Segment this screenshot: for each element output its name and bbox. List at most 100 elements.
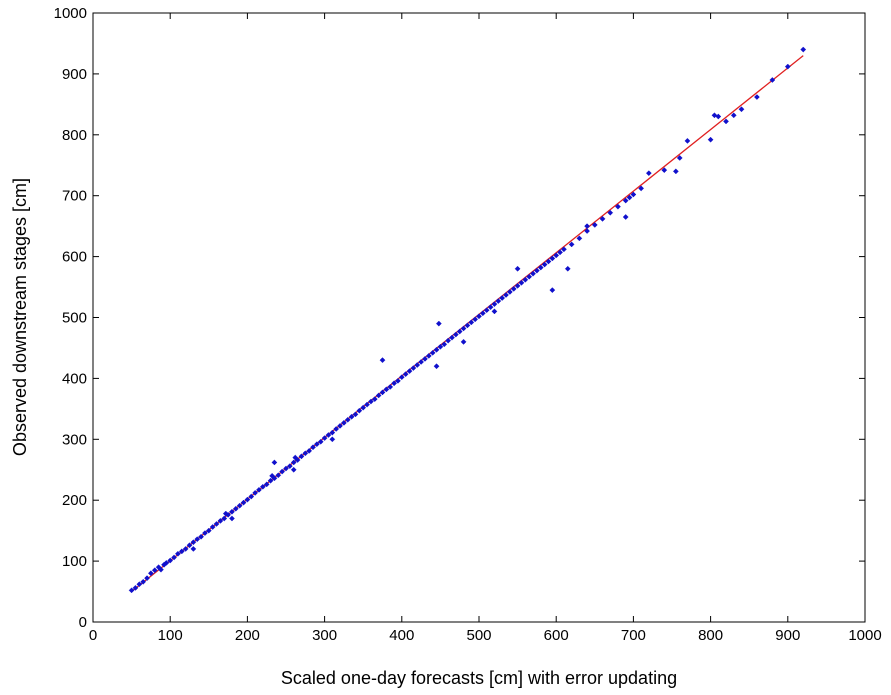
data-point: [645, 170, 652, 177]
data-point: [198, 533, 204, 540]
y-tick-label: 200: [62, 492, 87, 509]
data-point: [449, 334, 455, 341]
data-point: [271, 475, 278, 482]
data-point: [530, 270, 536, 277]
y-tick-label: 500: [62, 310, 87, 327]
x-tick-label: 900: [775, 627, 800, 644]
data-point: [402, 371, 409, 378]
data-point: [232, 505, 239, 512]
data-point: [622, 197, 629, 204]
data-point: [175, 550, 181, 557]
data-point: [522, 276, 529, 283]
data-point: [360, 404, 367, 411]
x-tick-label: 1000: [848, 627, 881, 644]
data-point: [321, 435, 328, 441]
data-point: [418, 359, 424, 365]
data-point: [541, 261, 548, 268]
data-point: [661, 167, 668, 174]
data-point: [561, 246, 567, 253]
data-point: [325, 432, 332, 438]
data-point: [398, 374, 405, 381]
data-point: [622, 214, 629, 220]
data-point: [495, 298, 502, 304]
data-point: [341, 419, 347, 426]
data-point: [599, 215, 606, 222]
data-point: [348, 413, 355, 420]
data-point: [510, 285, 517, 292]
data-point: [676, 155, 683, 161]
data-point: [259, 483, 266, 490]
data-point: [514, 265, 521, 272]
y-tick-label: 400: [62, 370, 87, 387]
data-point: [290, 466, 297, 473]
data-point: [256, 486, 262, 493]
data-point: [564, 265, 571, 272]
data-point: [294, 457, 301, 463]
y-axis-label: Observed downstream stages [cm]: [10, 178, 30, 456]
data-point: [240, 499, 247, 506]
data-point: [283, 465, 289, 472]
data-point: [221, 515, 228, 522]
data-point: [534, 267, 540, 274]
data-point: [178, 548, 185, 555]
points-layer: [128, 46, 807, 594]
data-point: [707, 136, 714, 143]
data-point: [333, 426, 340, 432]
data-point: [379, 389, 386, 396]
y-tick-label: 1000: [54, 5, 87, 22]
data-point: [491, 301, 498, 307]
data-point: [460, 338, 467, 345]
data-point: [472, 316, 479, 323]
y-tick-label: 700: [62, 188, 87, 205]
data-point: [514, 282, 521, 289]
data-point: [491, 308, 498, 315]
data-point: [202, 530, 208, 536]
data-point: [435, 320, 442, 327]
data-point: [607, 209, 614, 216]
data-point: [302, 450, 309, 457]
data-point: [406, 368, 413, 374]
x-tick-label: 100: [158, 627, 183, 644]
data-point: [452, 331, 459, 338]
data-point: [422, 356, 428, 362]
data-point: [290, 459, 297, 466]
data-point: [723, 118, 729, 125]
data-point: [730, 112, 737, 119]
data-point: [279, 468, 286, 475]
data-point: [549, 287, 556, 293]
data-point: [329, 429, 336, 436]
data-point: [158, 566, 164, 573]
data-point: [136, 581, 143, 588]
data-point: [317, 438, 324, 445]
data-point: [352, 411, 359, 418]
data-point: [286, 463, 293, 469]
data-point: [252, 490, 259, 496]
data-point: [460, 325, 467, 332]
x-tick-label: 700: [621, 627, 646, 644]
data-point: [518, 279, 525, 286]
data-point: [205, 527, 212, 534]
y-tick-label: 800: [62, 127, 87, 144]
data-point: [576, 235, 583, 242]
data-point: [437, 343, 444, 350]
data-point: [672, 168, 679, 175]
data-point: [171, 554, 177, 561]
data-point: [229, 508, 235, 515]
data-point: [194, 536, 201, 543]
data-point: [476, 313, 482, 320]
data-point: [506, 289, 513, 295]
data-point: [267, 477, 274, 484]
data-point: [132, 585, 139, 591]
data-point: [738, 106, 745, 113]
data-point: [298, 453, 305, 460]
data-point: [371, 396, 378, 402]
y-axis-ticks: 0 100 200 300 400 500 600 700 800 900 1000: [54, 5, 865, 631]
x-axis-ticks: 0 100 200 300 400 500 600 700 800 900 1000: [89, 13, 882, 644]
data-point: [433, 346, 440, 353]
data-point: [410, 365, 417, 371]
x-tick-label: 300: [312, 627, 337, 644]
data-point: [186, 542, 193, 549]
data-point: [433, 363, 440, 370]
data-point: [615, 203, 621, 210]
